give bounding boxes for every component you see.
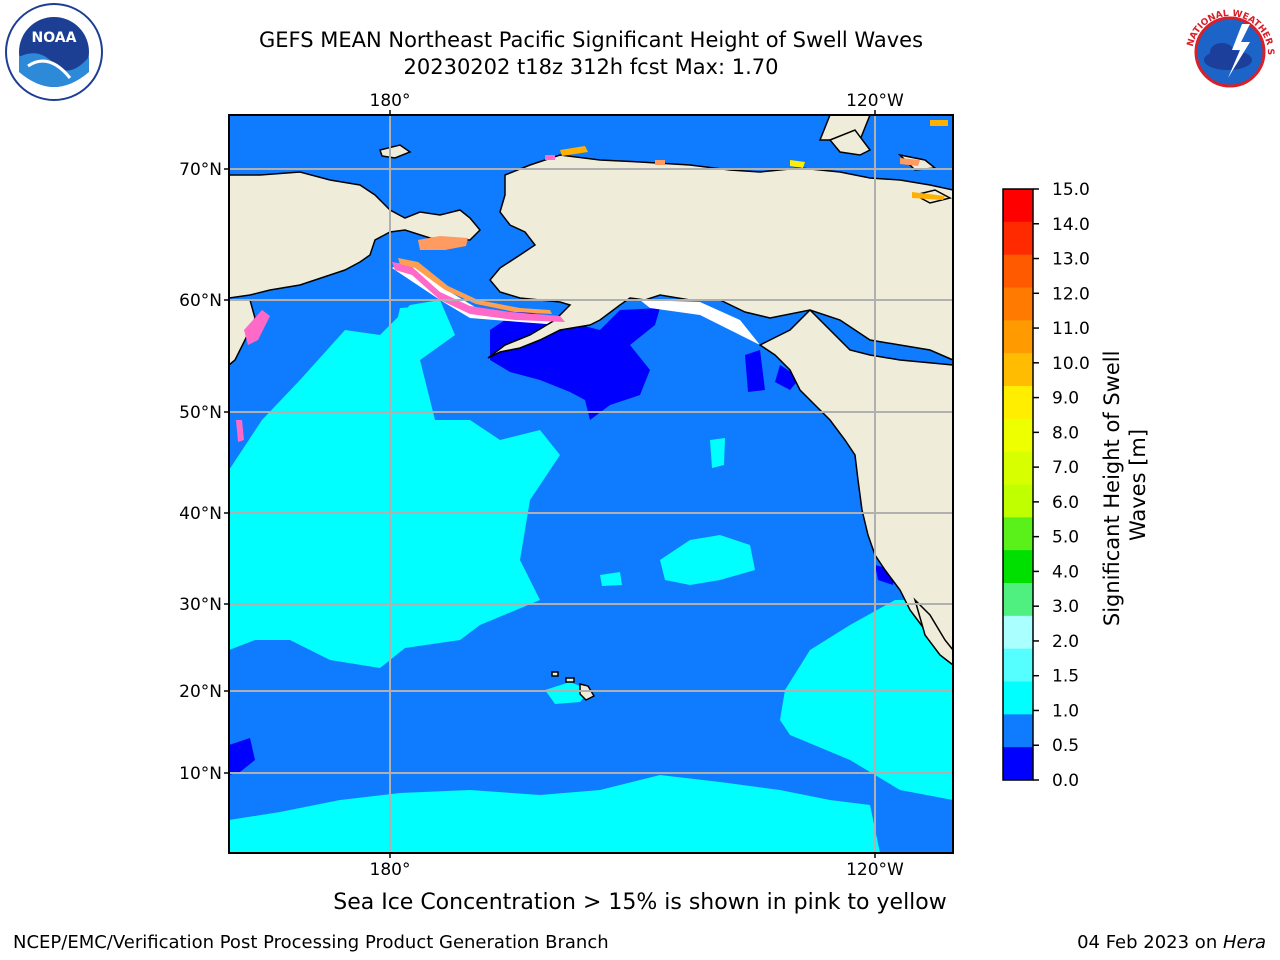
colorbar-tick-label: 15.0	[1052, 180, 1090, 200]
colorbar-segment	[1003, 287, 1033, 321]
sea-ice-note: Sea Ice Concentration > 15% is shown in …	[333, 890, 947, 915]
colorbar-segment	[1003, 648, 1033, 682]
colorbar-segment	[1003, 451, 1033, 485]
colorbar-tick-label: 4.0	[1052, 562, 1079, 582]
chart-subtitle: 20230202 t18z 312h fcst Max: 1.70	[403, 55, 779, 79]
footer-credit: NCEP/EMC/Verification Post Processing Pr…	[13, 932, 609, 953]
colorbar-frame	[1002, 188, 1034, 781]
colorbar-segment	[1003, 353, 1033, 387]
graticule	[229, 115, 953, 853]
footer-date-text: 04 Feb 2023 on	[1077, 932, 1223, 953]
colorbar-tick-label: 7.0	[1052, 458, 1079, 478]
lon-tick-label-top: 180°	[370, 91, 411, 111]
colorbar-segment	[1003, 386, 1033, 420]
swell-1.0-1.5m-region	[229, 300, 953, 853]
colorbar-segment	[1003, 320, 1033, 354]
colorbar-tick-label: 1.5	[1052, 667, 1079, 687]
colorbar-tick-label: 0.5	[1052, 736, 1079, 756]
lon-tick-label-top: 120°W	[846, 91, 904, 111]
sea-ice-region	[236, 120, 948, 442]
colorbar-segment	[1003, 615, 1033, 650]
colorbar-tick-label: 14.0	[1052, 215, 1090, 235]
map-frame	[228, 114, 954, 854]
colorbar-segment	[1003, 681, 1033, 715]
footer-machine: Hera	[1222, 932, 1266, 953]
lat-tick-label: 20°N	[179, 682, 222, 702]
colorbar-segment	[1003, 254, 1033, 288]
colorbar-segment	[1003, 484, 1033, 518]
colorbar-segment	[1003, 517, 1033, 551]
colorbar-tick-label: 2.0	[1052, 632, 1079, 652]
colorbar-tick-label: 9.0	[1052, 389, 1079, 409]
noaa-logo-icon: NOAA	[5, 3, 103, 101]
colorbar-tick-label: 10.0	[1052, 354, 1090, 374]
colorbar-tick-label: 6.0	[1052, 493, 1079, 513]
colorbar-tick-label: 11.0	[1052, 319, 1090, 339]
colorbar-segment	[1003, 747, 1033, 781]
lat-tick-label: 60°N	[179, 291, 222, 311]
lat-tick-label: 30°N	[179, 595, 222, 615]
colorbar-tick-label: 12.0	[1052, 284, 1090, 304]
colorbar-segment	[1003, 714, 1033, 748]
land-masses	[229, 115, 953, 701]
colorbar-tick-label: 5.0	[1052, 528, 1079, 548]
lat-tick-label: 40°N	[179, 504, 222, 524]
colorbar-tick-label: 13.0	[1052, 250, 1090, 270]
colorbar-segment	[1003, 583, 1033, 617]
colorbar-segment	[1003, 418, 1033, 453]
map-field	[229, 115, 953, 853]
colorbar-segment	[1003, 550, 1033, 584]
axis-ticks	[224, 110, 876, 858]
footer-date: 04 Feb 2023 on Hera	[1077, 932, 1266, 953]
chart-title: GEFS MEAN Northeast Pacific Significant …	[258, 28, 924, 52]
lon-tick-label-bottom: 120°W	[846, 860, 904, 880]
lon-tick-label-bottom: 180°	[370, 860, 411, 880]
noaa-logo-text: NOAA	[32, 30, 77, 46]
colorbar-label: Significant Height of Swell Waves [m]	[1100, 344, 1150, 626]
colorbar-tick-label: 0.0	[1052, 771, 1079, 791]
colorbar-tick-label: 8.0	[1052, 423, 1079, 443]
lat-tick-label: 50°N	[179, 403, 222, 423]
colorbar-tick-label: 1.0	[1052, 701, 1079, 721]
colorbar-tick-label: 3.0	[1052, 597, 1079, 617]
colorbar-segment	[1003, 189, 1033, 223]
colorbar-segment	[1003, 221, 1033, 256]
lat-tick-label: 10°N	[179, 764, 222, 784]
nws-logo-icon: NATIONAL WEATHER SERVICE	[1180, 2, 1278, 100]
colorbar: 15.0 14.0 13.0 12.0 11.0 10.0 9.0 8.0 7.0 6.0 5.0 4…	[1002, 180, 1090, 791]
lat-tick-label: 70°N	[179, 160, 222, 180]
